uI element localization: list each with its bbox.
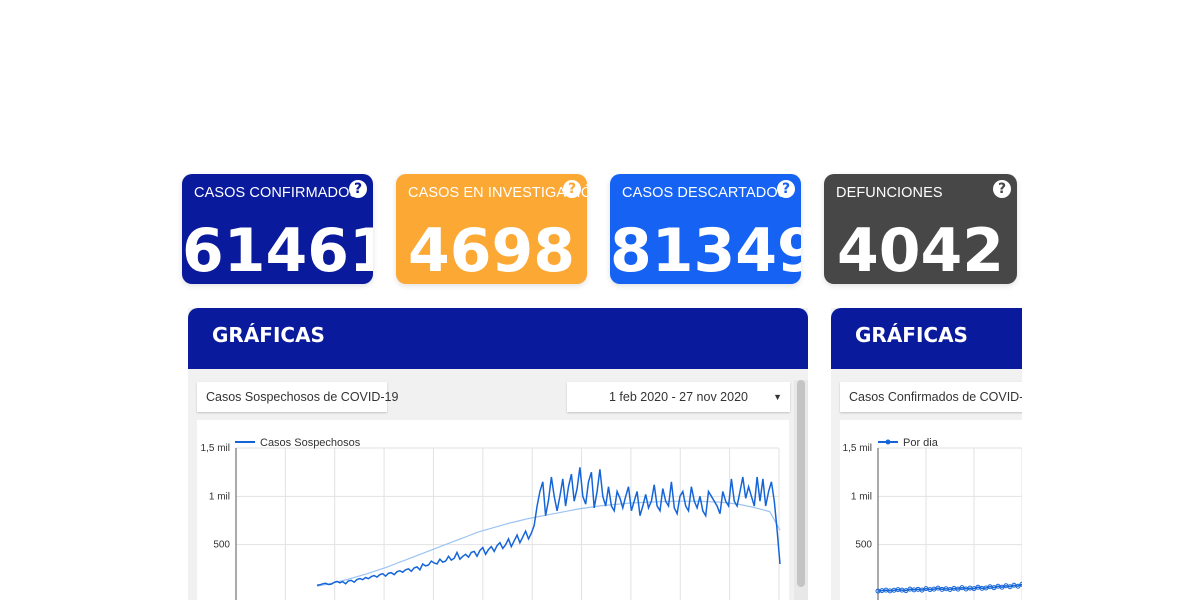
card-label: DEFUNCIONES <box>836 185 943 201</box>
y-tick-label: 1 mil <box>209 491 230 502</box>
series-line <box>877 583 1022 592</box>
card-confirmed-cases: CASOS CONFIRMADOS ? 61461 <box>182 174 373 284</box>
suspected-cases-chart: 1,5 mil 1 mil 500 Casos Sospechosos <box>201 437 781 600</box>
panel-title: GRÁFICAS <box>212 323 325 347</box>
confirmed-cases-chart: 1,5 mil 1 mil 500 Por dia <box>843 437 1022 600</box>
legend[interactable]: Por dia <box>878 437 939 449</box>
card-discarded-cases: CASOS DESCARTADOS ? 81349 <box>610 174 801 284</box>
metric-selector-label: Casos Sospechosos de COVID-19 <box>206 390 399 404</box>
question-circle-icon[interactable]: ? <box>993 180 1011 198</box>
data-point <box>1019 581 1022 587</box>
date-range-label: 1 feb 2020 - 27 nov 2020 <box>608 390 748 404</box>
metric-selector[interactable]: Casos Confirmados de COVID-19 <box>840 382 1022 412</box>
y-tick-label: 500 <box>213 540 230 551</box>
card-value: 4698 <box>408 216 575 284</box>
card-label: CASOS DESCARTADOS <box>622 185 788 201</box>
metric-selector-label: Casos Confirmados de COVID-19 <box>849 390 1022 404</box>
legend-label: Casos Sospechosos <box>260 437 361 449</box>
card-value: 4042 <box>837 216 1004 284</box>
question-circle-icon[interactable]: ? <box>777 180 795 198</box>
y-tick-label: 1 mil <box>851 491 872 502</box>
question-circle-icon[interactable]: ? <box>349 180 367 198</box>
scrollbar[interactable] <box>794 380 808 600</box>
legend-label: Por dia <box>903 437 939 449</box>
card-cases-under-investigation: CASOS EN INVESTIGACIÓN ? 4698 <box>396 174 587 284</box>
panel-header: GRÁFICAS <box>188 308 808 369</box>
y-tick-label: 500 <box>855 540 872 551</box>
metric-selector[interactable]: Casos Sospechosos de COVID-19 <box>197 382 398 412</box>
chart-area: 1,5 mil 1 mil 500 Por dia <box>840 420 1022 600</box>
y-tick-label: 1,5 mil <box>201 443 230 454</box>
chart-area: 1,5 mil 1 mil 500 Casos Sospechosos <box>197 420 789 600</box>
date-range-picker[interactable]: 1 feb 2020 - 27 nov 2020 ▼ <box>567 382 790 412</box>
caret-down-icon: ▼ <box>773 392 782 402</box>
legend[interactable]: Casos Sospechosos <box>235 437 361 449</box>
panel-header: GRÁFICAS <box>831 308 1022 369</box>
card-label: CASOS CONFIRMADOS <box>194 185 360 201</box>
charts-panel-suspected: GRÁFICAS Casos Sospechosos de COVID-19 1… <box>188 308 808 600</box>
panel-title: GRÁFICAS <box>855 323 968 347</box>
series-line <box>316 467 781 587</box>
card-value: 61461 <box>182 216 373 284</box>
legend-marker <box>885 439 891 445</box>
question-circle-icon[interactable]: ? <box>563 180 581 198</box>
card-value: 81349 <box>610 216 801 284</box>
y-tick-label: 1,5 mil <box>843 443 872 454</box>
series-line <box>316 500 781 587</box>
charts-panel-confirmed: GRÁFICAS Casos Confirmados de COVID-19 1… <box>831 308 1022 600</box>
data-point <box>1015 583 1021 589</box>
scrollbar-thumb[interactable] <box>797 380 805 587</box>
card-deaths: DEFUNCIONES ? 4042 <box>824 174 1017 284</box>
card-label: CASOS EN INVESTIGACIÓN <box>408 185 587 201</box>
